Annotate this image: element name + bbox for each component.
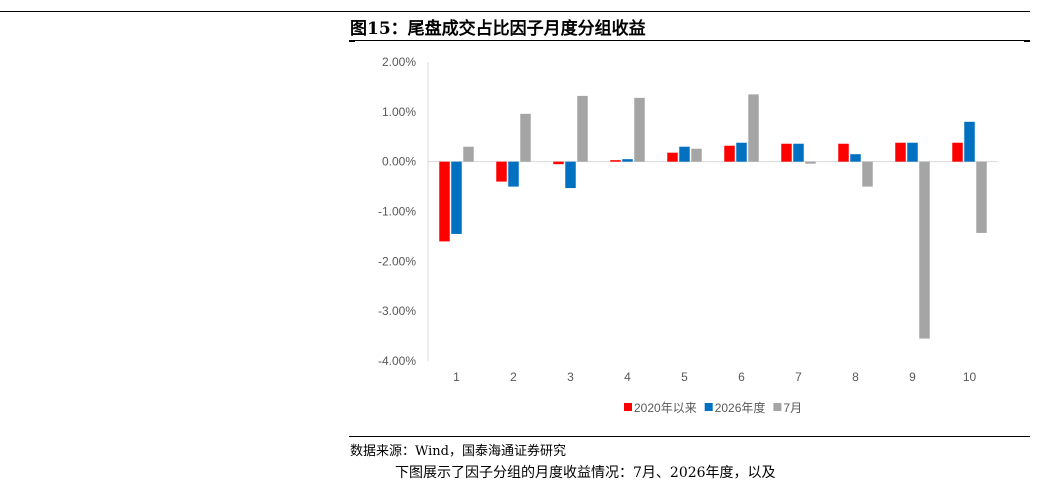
x-tick-label: 9 <box>909 370 916 384</box>
legend-swatch <box>773 403 782 411</box>
legend-label: 2026年度 <box>715 400 766 415</box>
bar <box>496 161 507 182</box>
bar <box>976 161 987 233</box>
x-tick-label: 8 <box>852 370 859 384</box>
bar <box>691 148 702 162</box>
x-tick-label: 6 <box>738 370 745 384</box>
legend: 2020年以来 2026年度 7月 <box>624 400 802 415</box>
bar <box>439 161 450 242</box>
title-rule-right-tick <box>1024 40 1030 42</box>
bar <box>748 94 759 162</box>
x-tick-label: 1 <box>453 370 460 384</box>
bar <box>964 121 975 162</box>
legend-item: 2026年度 <box>704 400 766 415</box>
bar-chart: 2.00%1.00%0.00%-1.00%-2.00%-3.00%-4.00% … <box>378 55 998 415</box>
x-tick-label: 7 <box>795 370 802 384</box>
bars <box>439 94 987 339</box>
bar <box>919 161 930 339</box>
bar <box>793 143 804 162</box>
bar <box>805 161 816 164</box>
y-tick-label: 0.00% <box>382 155 416 169</box>
y-tick-label: 1.00% <box>382 105 416 119</box>
legend-swatch <box>704 403 713 411</box>
legend-label: 2020年以来 <box>634 401 697 415</box>
y-tick-label: -2.00% <box>378 254 416 268</box>
source-note: 数据来源：Wind，国泰海通证券研究 <box>350 444 566 459</box>
bar <box>781 143 792 162</box>
bar <box>679 146 690 162</box>
title-rule <box>349 40 1030 41</box>
top-rule <box>0 11 1030 12</box>
bar <box>463 146 474 162</box>
bar <box>667 152 678 162</box>
y-axis: 2.00% 1.00% 0.00% -1.00% -2.00% -3.00% -4.00% <box>378 55 998 368</box>
bar <box>553 161 564 165</box>
bar <box>520 113 531 162</box>
bar <box>952 142 963 162</box>
x-tick-label: 5 <box>681 370 688 384</box>
x-axis: 1 2 3 4 5 6 7 8 9 10 <box>453 370 976 384</box>
bar <box>508 161 519 187</box>
legend-swatch <box>624 403 632 411</box>
y-tick-label: -4.00% <box>378 354 416 368</box>
bar <box>451 161 462 234</box>
bar <box>565 161 576 189</box>
legend-item: 7月 <box>773 401 802 415</box>
bar <box>610 160 621 162</box>
bar <box>838 143 849 162</box>
bar <box>622 159 633 162</box>
bar <box>724 145 735 162</box>
bar <box>736 142 747 162</box>
x-tick-label: 10 <box>963 370 977 384</box>
y-tick-label: -3.00% <box>378 304 416 318</box>
x-tick-label: 4 <box>624 370 631 384</box>
bar <box>907 142 918 162</box>
bar <box>634 97 645 162</box>
legend-item: 2020年以来 <box>624 401 697 415</box>
y-tick-label: -1.00% <box>378 205 416 219</box>
figure-title: 图15：尾盘成交占比因子月度分组收益 <box>350 19 646 39</box>
x-tick-label: 2 <box>510 370 517 384</box>
y-tick-label: 2.00% <box>382 55 416 69</box>
bar <box>895 142 906 162</box>
title-rule-left-tick <box>349 40 355 42</box>
body-text: 下图展示了因子分组的月度收益情况：7月、2026年度，以及 <box>395 465 776 481</box>
bar <box>850 154 861 162</box>
bar <box>577 95 588 162</box>
source-rule <box>349 436 1030 437</box>
legend-label: 7月 <box>783 401 802 415</box>
x-tick-label: 3 <box>567 370 574 384</box>
bar <box>862 161 873 187</box>
